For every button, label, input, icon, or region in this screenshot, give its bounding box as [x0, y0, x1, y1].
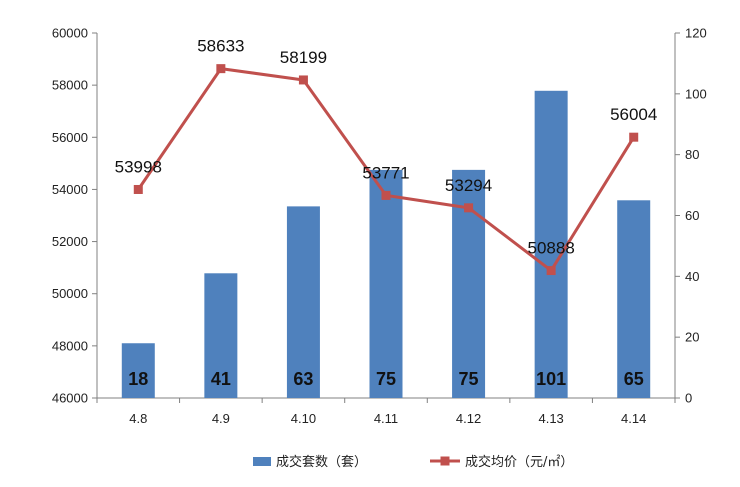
x-tick-label: 4.8 — [129, 411, 147, 426]
axes-layer: 46000 48000 50000 52000 54000 56000 58000 60000… — [52, 26, 707, 427]
bar — [121, 343, 155, 398]
line-point-marker — [216, 64, 226, 74]
point-labels-layer: 53998 58633 58199 53771 53294 50888 56004 — [115, 37, 658, 258]
left-y-tick-label: 56000 — [52, 130, 88, 145]
bar — [617, 200, 651, 398]
line-point-marker — [629, 132, 639, 142]
left-y-tick-label: 48000 — [52, 338, 88, 353]
line-point-label: 58633 — [197, 37, 244, 56]
line-point-label: 53771 — [362, 163, 409, 182]
legend-line-marker — [440, 456, 450, 466]
right-y-tick-label: 60 — [685, 208, 699, 223]
bar — [286, 206, 320, 398]
x-tick-label: 4.11 — [374, 411, 398, 426]
right-y-tick-label: 40 — [685, 269, 699, 284]
line-point-marker — [464, 203, 474, 213]
line-point-label: 58199 — [280, 48, 327, 67]
legend-bar-label: 成交套数（套） — [276, 454, 367, 470]
right-y-tick-label: 0 — [685, 391, 692, 406]
bar — [369, 169, 403, 398]
line-layer — [133, 64, 639, 276]
x-tick-label: 4.14 — [621, 411, 646, 426]
x-tick-label: 4.10 — [291, 411, 316, 426]
right-y-tick-label: 80 — [685, 147, 699, 162]
x-tick-label: 4.12 — [456, 411, 481, 426]
bar-value-label: 18 — [128, 369, 148, 389]
left-y-tick-label: 54000 — [52, 182, 88, 197]
left-y-tick-label: 60000 — [52, 26, 88, 41]
bar-labels-layer: 18 41 63 75 75 101 65 — [128, 369, 643, 389]
legend-bar-swatch — [253, 457, 271, 466]
legend-line-label: 成交均价（元/㎡） — [465, 454, 573, 470]
left-y-tick-label: 52000 — [52, 234, 88, 249]
left-y-tick-label: 58000 — [52, 78, 88, 93]
bar-value-label: 41 — [211, 369, 231, 389]
bar-value-label: 101 — [536, 369, 566, 389]
line-point-marker — [298, 75, 308, 85]
line-point-marker — [381, 190, 391, 200]
line-point-marker — [133, 184, 143, 194]
bar — [204, 273, 238, 398]
line-point-label: 53998 — [115, 157, 162, 176]
x-tick-label: 4.9 — [212, 411, 230, 426]
line-point-label: 56004 — [610, 105, 657, 124]
legend: 成交套数（套） 成交均价（元/㎡） — [253, 454, 573, 470]
bar-value-label: 75 — [459, 369, 479, 389]
x-tick-label: 4.13 — [538, 411, 563, 426]
right-y-tick-label: 100 — [685, 86, 707, 101]
right-y-tick-label: 20 — [685, 330, 699, 345]
line-point-label: 50888 — [528, 239, 575, 258]
bar-value-label: 65 — [624, 369, 644, 389]
bar-value-label: 63 — [293, 369, 313, 389]
bar — [534, 90, 568, 399]
left-y-tick-label: 46000 — [52, 391, 88, 406]
right-y-tick-label: 120 — [685, 26, 707, 41]
bar-value-label: 75 — [376, 369, 396, 389]
left-y-tick-label: 50000 — [52, 286, 88, 301]
line-point-label: 53294 — [445, 176, 492, 195]
line-point-marker — [546, 266, 556, 276]
